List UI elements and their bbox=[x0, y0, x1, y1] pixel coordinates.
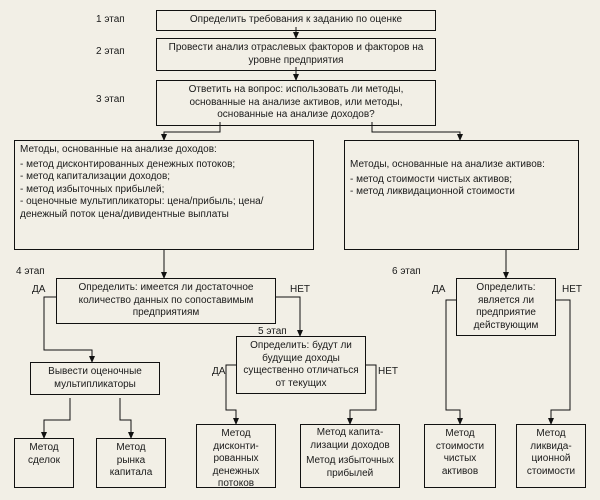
stage-1-label: 1 этап bbox=[96, 14, 125, 25]
node-income-body: - метод дисконтированных денежных потоко… bbox=[20, 159, 308, 222]
result-deals: Метод сделок bbox=[14, 438, 74, 488]
node-income-title: Методы, основанные на анализе доходов: bbox=[20, 144, 308, 157]
edge-5-no: НЕТ bbox=[378, 366, 398, 377]
node-income-methods: Методы, основанные на анализе доходов: -… bbox=[14, 140, 314, 250]
node-stage4: Определить: имеется ли достаточное колич… bbox=[56, 278, 276, 324]
result-cap: Метод капита- лизации доходов bbox=[305, 427, 395, 452]
node-stage5: Определить: будут ли будущие доходы суще… bbox=[236, 336, 366, 394]
node-stage3: Ответить на вопрос: использовать ли мето… bbox=[156, 80, 436, 126]
edge-6-yes: ДА bbox=[432, 284, 445, 295]
result-market: Метод рынка капитала bbox=[96, 438, 166, 488]
stage-2-label: 2 этап bbox=[96, 46, 125, 57]
edge-4-no: НЕТ bbox=[290, 284, 310, 295]
node-stage1: Определить требования к заданию по оценк… bbox=[156, 10, 436, 31]
node-stage6: Определить: является ли предприятие дейс… bbox=[456, 278, 556, 336]
stage-4-label: 4 этап bbox=[16, 266, 45, 277]
node-asset-title: Методы, основанные на анализе активов: bbox=[350, 159, 573, 172]
result-dcf: Метод дисконти- рованных денежных потоко… bbox=[196, 424, 276, 488]
stage-6-label: 6 этап bbox=[392, 266, 421, 277]
edge-4-yes: ДА bbox=[32, 284, 45, 295]
node-stage2: Провести анализ отраслевых факторов и фа… bbox=[156, 38, 436, 71]
node-asset-methods: Методы, основанные на анализе активов: -… bbox=[344, 140, 579, 250]
edge-6-no: НЕТ bbox=[562, 284, 582, 295]
stage-3-label: 3 этап bbox=[96, 94, 125, 105]
node-multipliers: Вывести оценочные мультипликаторы bbox=[30, 362, 160, 395]
edge-5-yes: ДА bbox=[212, 366, 225, 377]
result-cap-excess: Метод капита- лизации доходов Метод избы… bbox=[300, 424, 400, 488]
node-asset-body: - метод стоимости чистых активов; - мето… bbox=[350, 174, 573, 199]
result-nav: Метод стоимости чистых активов bbox=[424, 424, 496, 488]
result-liquidation: Метод ликвида- ционной стоимости bbox=[516, 424, 586, 488]
result-excess: Метод избыточных прибылей bbox=[305, 455, 395, 480]
